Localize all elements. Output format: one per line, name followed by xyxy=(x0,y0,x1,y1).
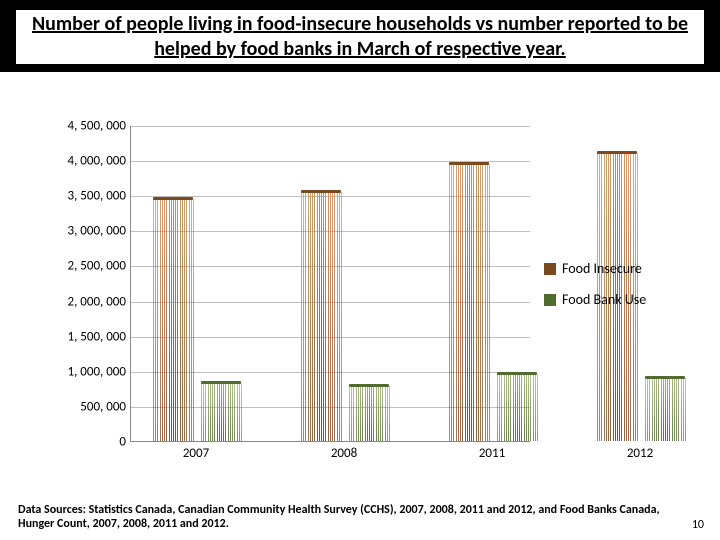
y-tick-label: 3, 000, 000 xyxy=(36,224,126,239)
x-tick-label: 2008 xyxy=(299,446,389,461)
bar-food-insecure xyxy=(153,199,193,441)
y-tick-label: 2, 500, 000 xyxy=(36,259,126,274)
data-source: Data Sources: Statistics Canada, Canadia… xyxy=(18,504,672,532)
x-tick-label: 2012 xyxy=(595,446,685,461)
page-number: 10 xyxy=(692,518,704,532)
legend: Food Insecure Food Bank Use xyxy=(544,260,646,322)
plot-area xyxy=(130,126,530,442)
x-tick-label: 2007 xyxy=(151,446,241,461)
y-tick-label: 3, 500, 000 xyxy=(36,189,126,204)
swatch-food-bank xyxy=(544,294,556,306)
y-tick-label: 1, 000, 000 xyxy=(36,364,126,379)
bar-food-bank xyxy=(645,378,685,441)
chart: Food Insecure Food Bank Use 0500, 0001, … xyxy=(44,120,684,464)
legend-label: Food Insecure xyxy=(562,260,642,277)
bar-food-insecure xyxy=(301,192,341,441)
y-tick-label: 500, 000 xyxy=(36,399,126,414)
bar-food-bank xyxy=(497,374,537,441)
legend-label: Food Bank Use xyxy=(562,291,646,308)
y-tick-label: 2, 000, 000 xyxy=(36,294,126,309)
bar-food-bank xyxy=(201,383,241,441)
y-tick-label: 4, 500, 000 xyxy=(36,119,126,134)
bar-food-bank xyxy=(349,386,389,441)
y-tick-label: 0 xyxy=(36,435,126,450)
legend-item-food-insecure: Food Insecure xyxy=(544,260,646,277)
swatch-food-insecure xyxy=(544,263,556,275)
legend-item-food-bank: Food Bank Use xyxy=(544,291,646,308)
title-bar: Number of people living in food-insecure… xyxy=(0,0,720,72)
bar-food-insecure xyxy=(449,164,489,441)
y-tick-label: 1, 500, 000 xyxy=(36,329,126,344)
chart-title: Number of people living in food-insecure… xyxy=(16,10,704,64)
y-tick-label: 4, 000, 000 xyxy=(36,154,126,169)
x-tick-label: 2011 xyxy=(447,446,537,461)
